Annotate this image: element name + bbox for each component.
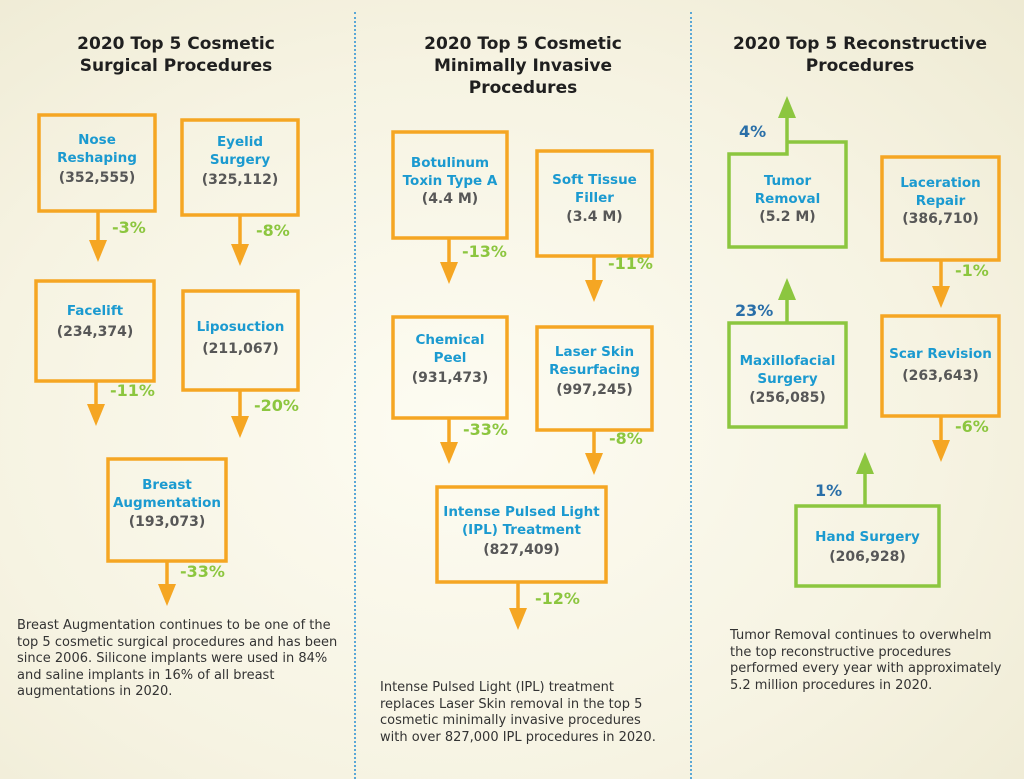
- arrow-head-nose-reshaping: [89, 240, 107, 262]
- change-laser-skin: -8%: [609, 429, 643, 448]
- arrow-head-maxillofacial: [778, 278, 796, 300]
- arrow-box-scar-revision: [880, 314, 1001, 440]
- arrow-box-botulinum: [391, 130, 509, 262]
- label-hand-surgery: Hand Surgery: [815, 529, 920, 545]
- change-facelift: -11%: [110, 381, 155, 400]
- arrow-box-nose-reshaping: [37, 113, 157, 240]
- note-cosmetic-surgical: Breast Augmentation continues to be one …: [17, 618, 338, 699]
- count-laser-skin: (997,245): [556, 382, 633, 398]
- title-cosmetic-surgical: 2020 Top 5 Cosmetic Surgical Procedures: [77, 34, 275, 76]
- arrow-box-laceration-repair: [880, 155, 1001, 286]
- label-botulinum: Botulinum Toxin Type A: [402, 155, 498, 189]
- label-eyelid-surgery: Eyelid Surgery: [209, 134, 271, 168]
- arrow-box-tumor-removal: [727, 118, 848, 249]
- count-facelift: (234,374): [56, 324, 134, 340]
- arrow-box-eyelid-surgery: [180, 118, 300, 244]
- title-reconstructive: 2020 Top 5 Reconstructive Procedures: [733, 34, 987, 76]
- column-divider-2: [690, 12, 692, 779]
- label-soft-tissue-filler: Soft Tissue Filler: [552, 172, 637, 206]
- arrow-head-liposuction: [231, 416, 249, 438]
- note-minimally-invasive: Intense Pulsed Light (IPL) treatment rep…: [380, 680, 656, 745]
- arrow-head-laceration-repair: [932, 286, 950, 308]
- change-botulinum: -13%: [462, 242, 507, 261]
- count-scar-revision: (263,643): [902, 368, 979, 384]
- column-divider-1: [354, 12, 356, 779]
- change-soft-tissue-filler: -11%: [608, 254, 653, 273]
- arrow-box-laser-skin: [535, 325, 654, 453]
- arrow-box-breast-augmentation: [106, 457, 228, 584]
- label-chemical-peel: Chemical Peel: [415, 332, 485, 366]
- count-ipl: (827,409): [483, 542, 560, 558]
- arrow-box-maxillofacial: [727, 300, 848, 429]
- change-chemical-peel: -33%: [463, 420, 508, 439]
- label-laceration-repair: Laceration Repair: [900, 175, 981, 209]
- change-ipl: -12%: [535, 589, 580, 608]
- arrow-head-chemical-peel: [440, 442, 458, 464]
- count-laceration-repair: (386,710): [902, 211, 979, 227]
- arrow-head-breast-augmentation: [158, 584, 176, 606]
- label-liposuction: Liposuction: [196, 319, 285, 335]
- arrow-head-tumor-removal: [778, 96, 796, 118]
- count-tumor-removal: (5.2 M): [759, 209, 816, 225]
- arrow-box-liposuction: [181, 289, 300, 416]
- label-facelift: Facelift: [66, 303, 124, 319]
- title-minimally-invasive: 2020 Top 5 Cosmetic Minimally Invasive Pro…: [424, 34, 622, 98]
- change-maxillofacial: 23%: [735, 301, 774, 320]
- count-eyelid-surgery: (325,112): [201, 172, 279, 188]
- count-maxillofacial: (256,085): [749, 390, 826, 406]
- change-eyelid-surgery: -8%: [256, 221, 290, 240]
- count-soft-tissue-filler: (3.4 M): [566, 209, 623, 225]
- arrow-head-soft-tissue-filler: [585, 280, 603, 302]
- arrow-head-botulinum: [440, 262, 458, 284]
- change-liposuction: -20%: [254, 396, 299, 415]
- label-maxillofacial: Maxillofacial Surgery: [739, 353, 836, 387]
- label-laser-skin: Laser Skin Resurfacing: [549, 344, 640, 378]
- arrow-box-hand-surgery: [794, 474, 941, 588]
- arrow-head-facelift: [87, 404, 105, 426]
- change-scar-revision: -6%: [955, 417, 989, 436]
- change-hand-surgery: 1%: [815, 481, 843, 500]
- arrow-head-scar-revision: [932, 440, 950, 462]
- count-chemical-peel: (931,473): [411, 370, 489, 386]
- count-breast-augmentation: (193,073): [128, 514, 206, 530]
- arrow-box-ipl: [435, 485, 608, 608]
- arrow-head-hand-surgery: [856, 452, 874, 474]
- count-hand-surgery: (206,928): [829, 549, 906, 565]
- change-laceration-repair: -1%: [955, 261, 989, 280]
- label-nose-reshaping: Nose Reshaping: [57, 132, 137, 166]
- arrow-head-ipl: [509, 608, 527, 630]
- count-botulinum: (4.4 M): [421, 191, 479, 207]
- arrow-box-chemical-peel: [391, 315, 509, 442]
- label-tumor-removal: Tumor Removal: [754, 173, 821, 207]
- label-breast-augmentation: Breast Augmentation: [112, 477, 222, 511]
- change-breast-augmentation: -33%: [180, 562, 225, 581]
- arrow-box-soft-tissue-filler: [535, 149, 654, 280]
- arrow-head-eyelid-surgery: [231, 244, 249, 266]
- arrow-head-laser-skin: [585, 453, 603, 475]
- count-liposuction: (211,067): [202, 341, 279, 357]
- note-reconstructive: Tumor Removal continues to overwhelm the…: [730, 628, 1002, 693]
- label-ipl: Intense Pulsed Light (IPL) Treatment: [443, 504, 600, 538]
- arrow-box-facelift: [34, 279, 156, 404]
- count-nose-reshaping: (352,555): [58, 170, 136, 186]
- change-tumor-removal: 4%: [739, 122, 767, 141]
- change-nose-reshaping: -3%: [112, 218, 146, 237]
- label-scar-revision: Scar Revision: [889, 346, 992, 362]
